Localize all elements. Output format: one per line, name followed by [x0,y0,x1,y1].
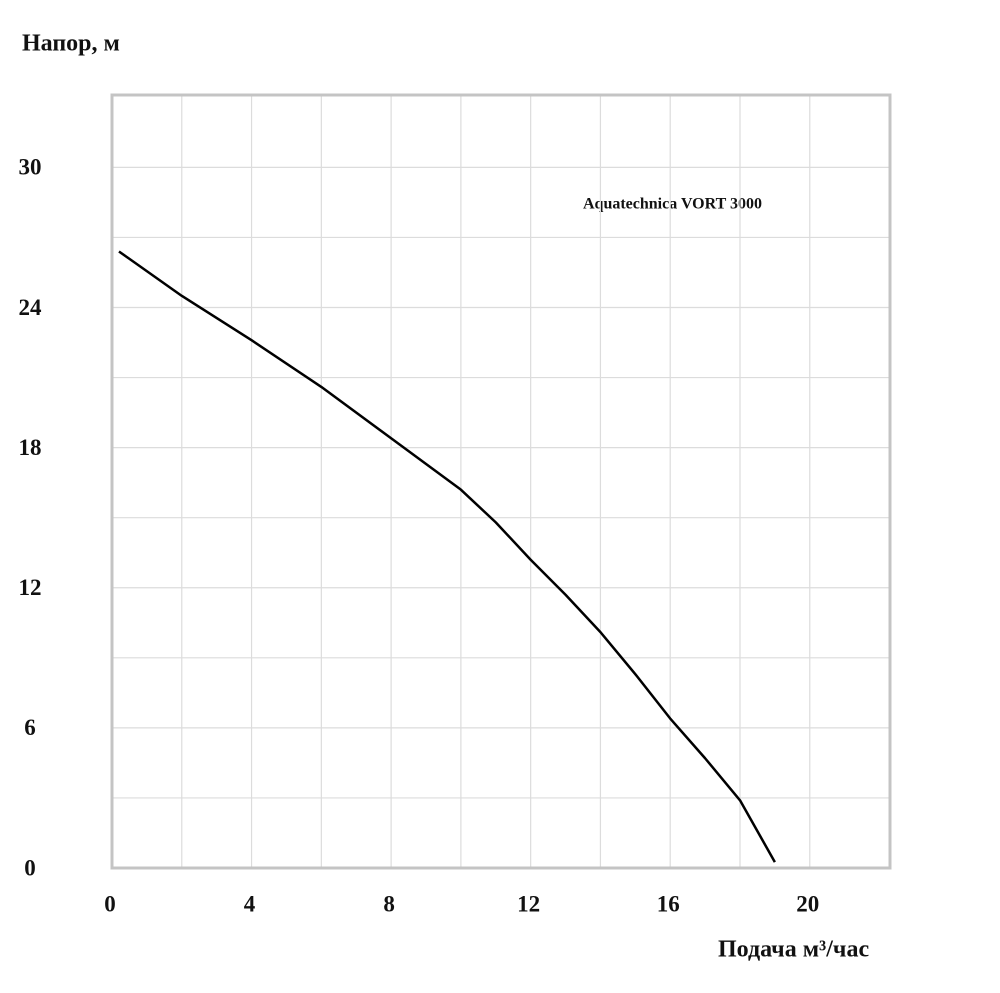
annotation: Aquatechnica VORT 3000 [583,196,762,213]
plot-border [110,93,892,870]
y-tick-label: 0 [24,855,36,880]
x-tick-label: 12 [517,891,540,916]
y-tick-label: 24 [19,295,43,320]
x-tick-label: 20 [796,891,819,916]
y-tick-label: 30 [19,155,42,180]
x-tick-label: 0 [104,891,116,916]
x-tick-label: 16 [657,891,680,916]
x-tick-label: 4 [244,891,256,916]
x-tick-label: 8 [383,891,395,916]
y-axis-label: Напор, м [22,31,120,57]
x-axis-label: Подача м³/час [718,937,869,963]
y-tick-label: 6 [24,715,36,740]
curve [118,250,776,863]
y-tick-label: 12 [19,575,42,600]
y-tick-label: 18 [19,435,42,460]
